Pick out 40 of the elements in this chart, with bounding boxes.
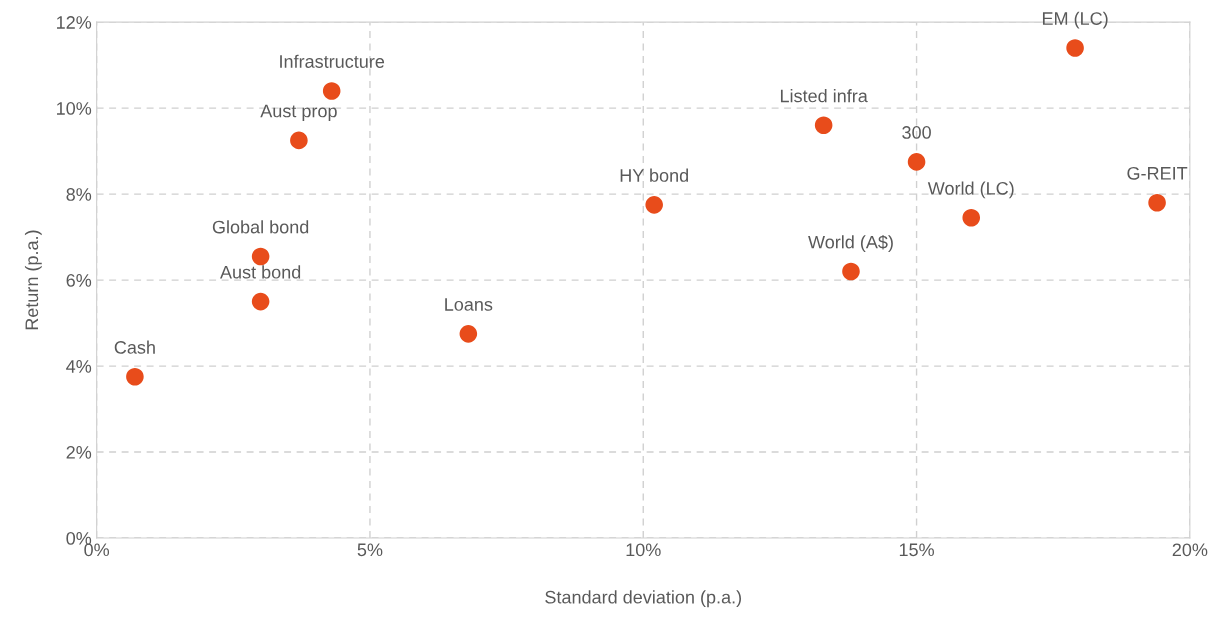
annotation: World (A$)	[808, 234, 893, 253]
x-tick-label: 20%	[1172, 543, 1208, 557]
x-tick-label: 10%	[626, 543, 661, 557]
annotation: 300	[902, 126, 931, 139]
annotation: Aust bond	[220, 265, 301, 279]
x-tick-label: 5%	[357, 543, 383, 557]
annotation: Listed infra	[780, 89, 868, 103]
point	[962, 208, 981, 227]
annotation: Global bond	[212, 220, 309, 234]
point	[322, 82, 341, 100]
annotation: Loans	[445, 298, 493, 311]
point	[1148, 193, 1166, 212]
annotation: Infrastructure	[280, 54, 385, 68]
point	[290, 131, 308, 150]
point	[251, 247, 270, 266]
annotation: Aust prop	[260, 104, 337, 121]
point	[842, 262, 860, 281]
annotation: G-REIT	[1127, 166, 1188, 180]
y-axis-title: Return (p.a.)	[24, 230, 42, 330]
annotation: Cash	[114, 340, 155, 354]
y-tick-label: 6%	[66, 274, 92, 287]
annotation: EM (LC)	[1042, 11, 1108, 29]
annotation: World (LC)	[927, 181, 1014, 199]
point	[126, 368, 144, 386]
y-tick-label: 8%	[66, 188, 92, 201]
y-tick-label: 12%	[57, 16, 92, 29]
y-tick-label: 0%	[66, 531, 92, 545]
x-tick-label: 0%	[84, 543, 110, 557]
point	[1066, 39, 1084, 57]
point	[251, 292, 270, 311]
point	[814, 116, 833, 135]
point	[459, 325, 478, 343]
point	[645, 196, 663, 214]
y-tick-label: 4%	[66, 360, 92, 373]
y-tick-label: 10%	[57, 102, 92, 115]
x-axis-title: Standard deviation (p.a.)	[545, 590, 742, 608]
point	[907, 153, 926, 171]
annotation: HY bond	[620, 168, 689, 182]
y-tick-label: 2%	[66, 446, 92, 459]
x-tick-label: 15%	[899, 543, 934, 557]
